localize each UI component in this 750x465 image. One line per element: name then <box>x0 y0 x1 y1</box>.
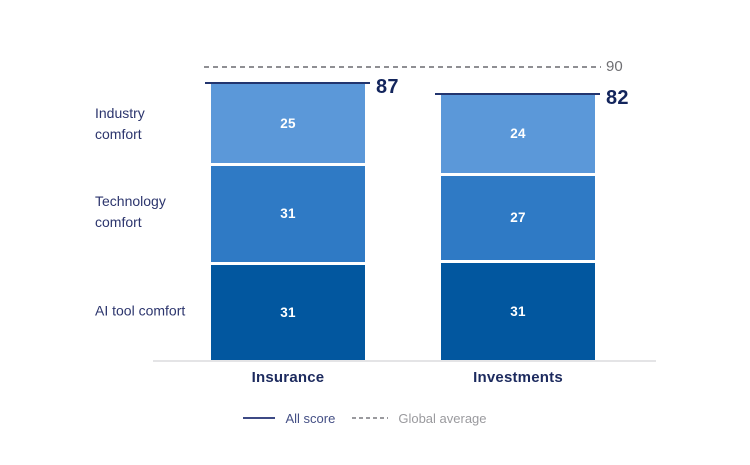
series-label: Technology comfort <box>95 193 166 231</box>
all-score-line <box>205 82 370 84</box>
category-label: Investments <box>473 369 563 386</box>
segment-value: 31 <box>510 303 526 319</box>
stacked-bar: 25 31 31 <box>211 84 365 360</box>
segment-value: 31 <box>280 304 296 320</box>
stacked-bar: 24 27 31 <box>441 95 595 360</box>
segment-value: 31 <box>280 206 296 222</box>
bar-segment: 24 <box>441 95 595 173</box>
segment-value: 27 <box>510 210 526 226</box>
bar-segment: 27 <box>441 172 595 260</box>
bar-segment: 25 <box>211 84 365 164</box>
solid-line-swatch <box>243 417 276 419</box>
chart-legend: All score Global average <box>0 409 730 427</box>
bar-segment: 31 <box>211 163 365 262</box>
bar-segment: 31 <box>441 259 595 360</box>
segment-value: 25 <box>280 116 296 132</box>
dashed-line-swatch <box>352 417 389 419</box>
total-value: 82 <box>606 87 629 109</box>
total-value: 87 <box>376 76 399 98</box>
category-label: Insurance <box>251 369 325 386</box>
segment-value: 24 <box>510 126 526 142</box>
all-score-line <box>435 93 600 95</box>
series-label: Industry comfort <box>95 104 145 142</box>
series-label: AI tool comfort <box>95 302 186 319</box>
legend-label: Global average <box>398 410 487 426</box>
legend-item-all-score: All score <box>243 411 335 426</box>
global-average-value: 90 <box>606 58 623 75</box>
legend-label: All score <box>285 410 336 426</box>
global-average-dashed-line <box>204 66 601 68</box>
bar-segment: 31 <box>211 261 365 360</box>
x-axis-line <box>153 360 656 362</box>
legend-item-global-average: Global average <box>352 410 487 426</box>
